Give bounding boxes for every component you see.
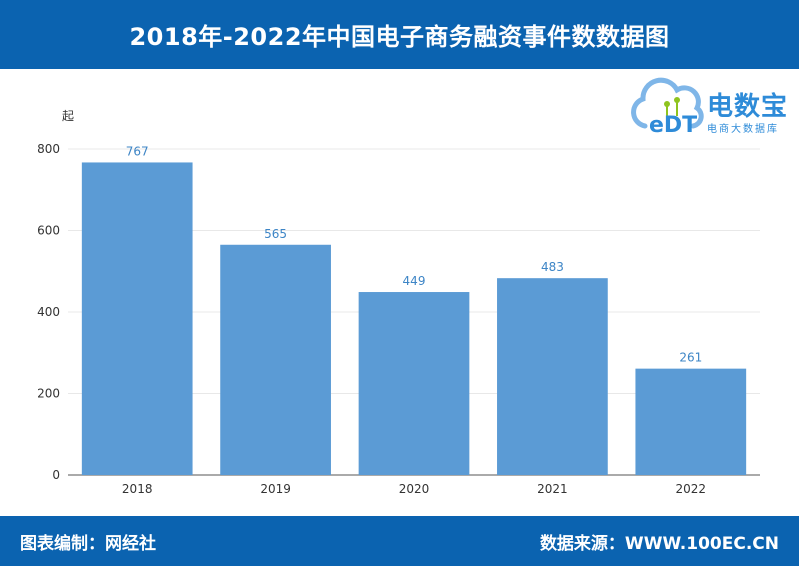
chart-header: 2018年-2022年中国电子商务融资事件数数据图 bbox=[0, 0, 799, 69]
y-tick-label: 200 bbox=[37, 387, 60, 401]
y-tick-label: 0 bbox=[52, 468, 60, 482]
bars bbox=[81, 162, 747, 475]
y-unit-label: 起 bbox=[62, 109, 74, 123]
bar-2021 bbox=[497, 278, 608, 475]
y-tick-label: 400 bbox=[37, 305, 60, 319]
bar-2022 bbox=[635, 368, 747, 475]
bar-chart: 0 200 400 600 800 起 767 2018 565 2019 449 2020 483 20… bbox=[37, 109, 760, 496]
labels: 0 200 400 600 800 起 767 2018 565 2019 449 2020 483 20… bbox=[37, 109, 706, 496]
logo-badge: eDT bbox=[649, 113, 697, 138]
logo-subtitle: 电商大数据库 bbox=[707, 124, 779, 135]
y-tick-label: 600 bbox=[37, 224, 60, 238]
footer-credit: 图表编制：网经社 bbox=[20, 534, 156, 554]
bar-2019 bbox=[220, 244, 331, 475]
data-label-2022: 261 bbox=[679, 351, 702, 365]
data-label-2019: 565 bbox=[264, 227, 287, 241]
x-tick-label-2021: 2021 bbox=[537, 482, 568, 496]
x-tick-label-2019: 2019 bbox=[260, 482, 291, 496]
data-label-2021: 483 bbox=[541, 260, 564, 274]
y-tick-label: 800 bbox=[37, 142, 60, 156]
bar-2020 bbox=[358, 292, 470, 475]
chart-footer: 图表编制：网经社 数据来源：WWW.100EC.CN bbox=[0, 516, 799, 566]
x-tick-label-2018: 2018 bbox=[122, 482, 153, 496]
bar-2018 bbox=[81, 162, 193, 475]
data-label-2018: 767 bbox=[126, 144, 149, 158]
footer-source: 数据来源：WWW.100EC.CN bbox=[539, 534, 779, 554]
x-tick-label-2022: 2022 bbox=[676, 482, 707, 496]
cloud-logo-icon: eDT bbox=[631, 77, 704, 138]
chart-title: 2018年-2022年中国电子商务融资事件数数据图 bbox=[129, 23, 670, 51]
logo: eDT 电数宝 电商大数据库 bbox=[627, 74, 797, 140]
x-tick-label-2020: 2020 bbox=[399, 482, 430, 496]
logo-name: 电数宝 bbox=[707, 92, 789, 122]
data-label-2020: 449 bbox=[403, 274, 426, 288]
